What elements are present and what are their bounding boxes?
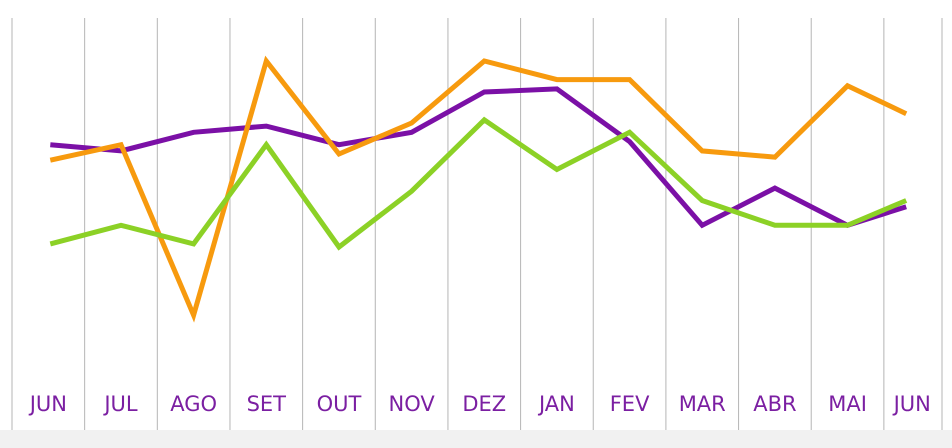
x-tick-label: OUT (317, 392, 362, 416)
series-line-1 (50, 86, 907, 229)
x-tick-label: MAR (679, 392, 726, 416)
x-tick-label: AGO (170, 392, 217, 416)
x-tick-label: JUN (892, 392, 931, 416)
x-tick-label: JUL (102, 392, 138, 416)
series-line-3 (49, 116, 908, 251)
x-tick-label: SET (247, 392, 287, 416)
series-line-2 (49, 55, 908, 323)
x-tick-label: JAN (537, 392, 575, 416)
x-tick-label: JUN (28, 392, 67, 416)
month-labels: JUN JUL AGO SET OUT NOV DEZ JAN FEV MAR ABR MAI JUN (28, 392, 931, 416)
x-tick-label: NOV (388, 392, 435, 416)
x-tick-label: FEV (610, 392, 650, 416)
grid-lines (11, 18, 943, 430)
x-tick-label: MAI (828, 392, 867, 416)
x-tick-label: ABR (753, 392, 796, 416)
bottom-band (0, 430, 952, 448)
x-tick-label: DEZ (462, 392, 506, 416)
series-lines (49, 55, 908, 323)
